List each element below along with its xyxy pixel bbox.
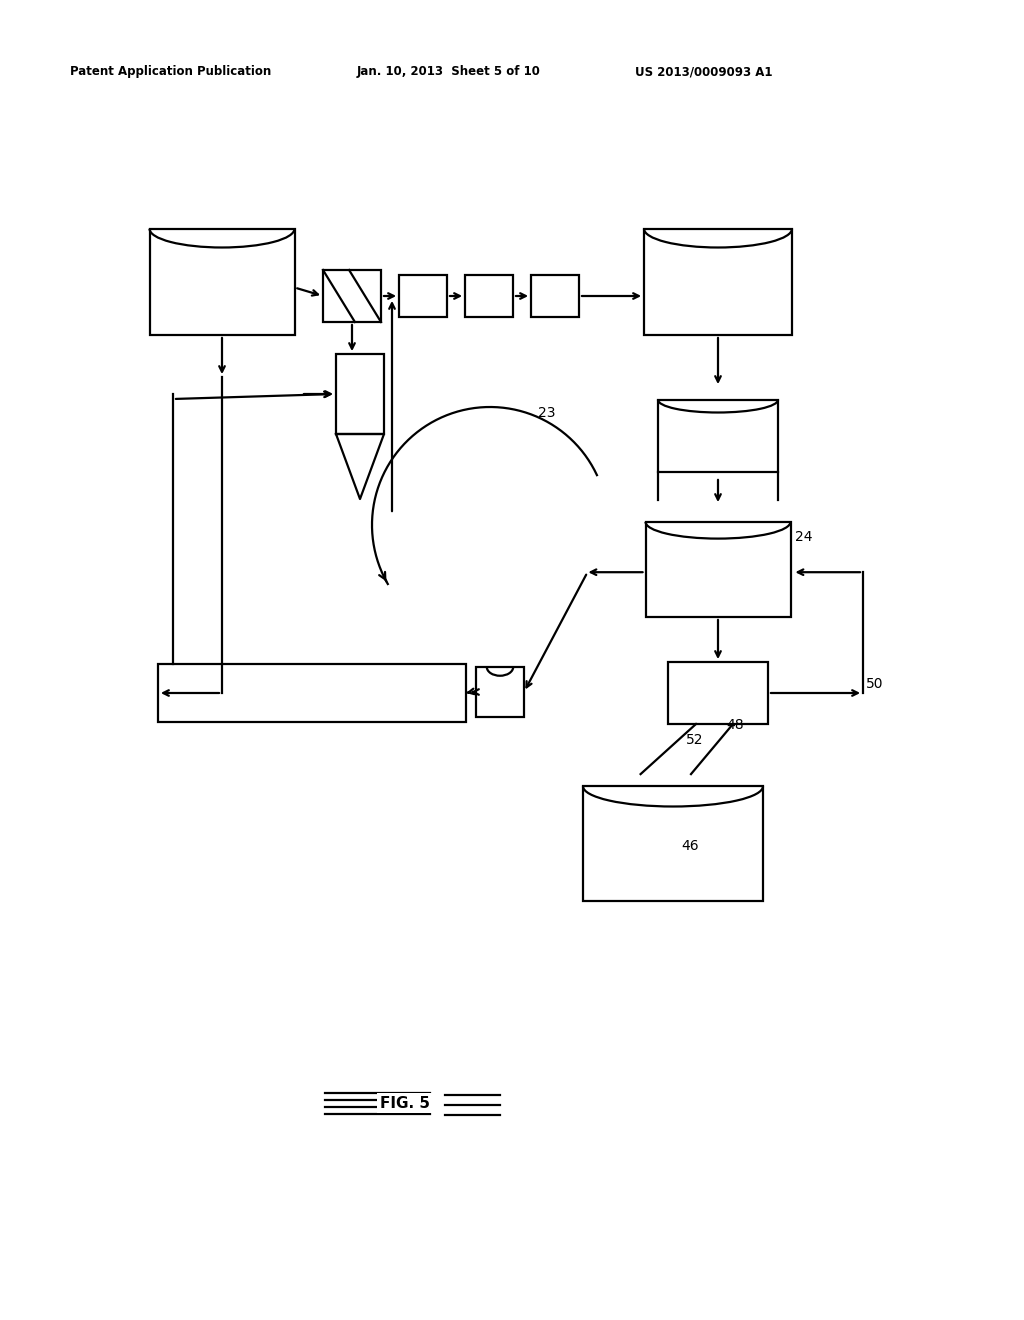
Bar xyxy=(658,400,778,473)
Bar xyxy=(336,354,384,434)
Text: Jan. 10, 2013  Sheet 5 of 10: Jan. 10, 2013 Sheet 5 of 10 xyxy=(357,66,541,78)
Bar xyxy=(158,664,466,722)
Bar xyxy=(323,271,381,322)
Bar xyxy=(645,521,791,616)
Text: 50: 50 xyxy=(866,677,884,690)
Text: 24: 24 xyxy=(796,531,813,544)
Bar xyxy=(583,787,763,902)
Bar xyxy=(644,228,792,335)
Bar xyxy=(150,228,295,335)
Text: 46: 46 xyxy=(681,838,698,853)
Bar xyxy=(531,275,579,317)
Text: Patent Application Publication: Patent Application Publication xyxy=(70,66,271,78)
Text: US 2013/0009093 A1: US 2013/0009093 A1 xyxy=(635,66,772,78)
Bar xyxy=(399,275,447,317)
Text: FIG. 5: FIG. 5 xyxy=(380,1096,430,1110)
Bar xyxy=(668,663,768,723)
Text: 52: 52 xyxy=(686,733,703,747)
Text: 48: 48 xyxy=(726,718,743,733)
Bar xyxy=(476,667,524,717)
Text: 23: 23 xyxy=(538,407,555,420)
Bar xyxy=(465,275,513,317)
